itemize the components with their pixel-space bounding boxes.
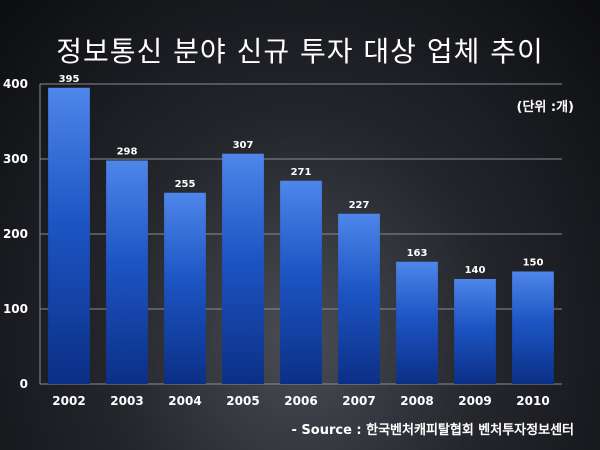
bar — [338, 213, 380, 384]
bar — [396, 261, 438, 384]
bar — [48, 87, 90, 384]
data-label: 150 — [523, 258, 544, 269]
bar — [512, 271, 554, 384]
data-labels: 395 298 255 307 271 227 163 140 150 — [59, 74, 544, 276]
x-tick-label: 2008 — [400, 394, 433, 408]
y-tick-label: 200 — [3, 227, 28, 241]
x-tick-label: 2006 — [284, 394, 317, 408]
chart-title: 정보통신 분야 신규 투자 대상 업체 추이 — [56, 35, 544, 68]
y-axis: 0 100 200 300 400 — [3, 77, 28, 391]
y-tick-label: 0 — [20, 377, 28, 391]
data-label: 271 — [291, 167, 312, 178]
x-tick-label: 2010 — [516, 394, 549, 408]
y-tick-label: 300 — [3, 152, 28, 166]
x-tick-label: 2007 — [342, 394, 375, 408]
data-label: 255 — [175, 179, 196, 190]
bars — [48, 87, 554, 384]
x-tick-label: 2009 — [458, 394, 491, 408]
x-tick-label: 2003 — [110, 394, 143, 408]
bar — [454, 279, 496, 384]
x-tick-label: 2002 — [52, 394, 85, 408]
data-label: 163 — [407, 248, 428, 259]
data-label: 395 — [59, 74, 80, 85]
unit-label: (단위 :개) — [516, 100, 575, 115]
data-label: 140 — [465, 265, 486, 276]
data-label: 298 — [117, 147, 138, 158]
y-tick-label: 400 — [3, 77, 28, 91]
x-tick-label: 2004 — [168, 394, 201, 408]
source-note: - Source : 한국벤처캐피탈협회 벤처투자정보센터 — [291, 423, 574, 438]
y-tick-label: 100 — [3, 302, 28, 316]
bar — [164, 192, 206, 384]
data-label: 227 — [349, 200, 370, 211]
bar — [222, 153, 264, 384]
bar — [280, 180, 322, 384]
x-tick-label: 2005 — [226, 394, 259, 408]
data-label: 307 — [233, 140, 254, 151]
bar — [106, 160, 148, 384]
x-axis: 2002 2003 2004 2005 2006 2007 2008 2009 2010 — [52, 394, 549, 408]
